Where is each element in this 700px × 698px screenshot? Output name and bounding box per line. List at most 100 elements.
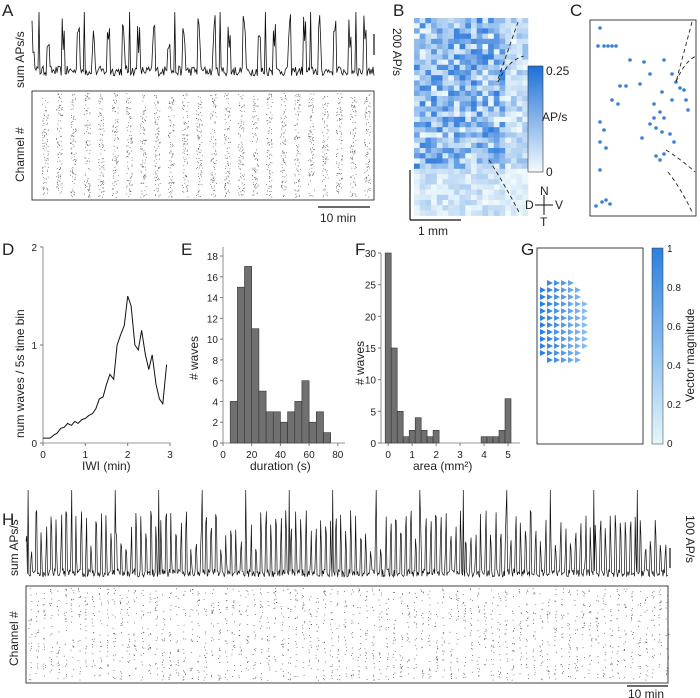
panel-letter-b: B (393, 1, 404, 20)
raster-spike (86, 110, 88, 112)
raster-spike (325, 185, 326, 187)
raster-spike (144, 143, 145, 145)
vector-arrow (575, 336, 581, 342)
raster-spike (158, 139, 159, 141)
raster-spike (303, 638, 305, 640)
raster-spike (518, 606, 520, 608)
heatmap-cell (482, 23, 489, 29)
electrode-dot (628, 58, 632, 62)
heatmap-cell (488, 205, 495, 211)
raster-spike (60, 141, 62, 142)
raster-spike (126, 186, 127, 188)
raster-spike (450, 598, 452, 599)
panel-b-boundary-bottom (488, 159, 521, 215)
raster-spike (331, 612, 333, 614)
heatmap-cell (459, 189, 466, 196)
raster-spike (99, 593, 100, 595)
panel-letter-a: A (2, 1, 14, 20)
raster-spike (161, 664, 163, 666)
raster-spike (78, 597, 80, 598)
raster-spike (134, 655, 135, 656)
raster-spike (131, 165, 133, 167)
raster-spike (214, 121, 216, 123)
raster-spike (197, 192, 199, 193)
raster-spike (409, 613, 410, 615)
raster-spike (229, 110, 230, 112)
raster-spike (327, 116, 329, 118)
raster-spike (366, 599, 368, 601)
raster-spike (238, 166, 240, 168)
raster-spike (253, 154, 255, 156)
raster-spike (512, 637, 514, 639)
raster-spike (563, 615, 565, 616)
raster-spike (52, 665, 54, 667)
raster-spike (149, 647, 151, 649)
raster-spike (576, 647, 578, 648)
raster-spike (134, 601, 136, 602)
raster-spike (73, 105, 74, 107)
raster-spike (182, 130, 184, 131)
raster-spike (322, 156, 324, 158)
raster-spike (92, 644, 93, 645)
raster-spike (267, 99, 269, 100)
raster-spike (229, 126, 230, 128)
raster-spike (252, 678, 254, 679)
raster-spike (210, 117, 212, 118)
raster-spike (310, 139, 311, 141)
raster-spike (255, 184, 257, 186)
raster-spike (161, 639, 163, 641)
heatmap-cell (442, 28, 449, 34)
raster-spike (155, 602, 156, 603)
raster-spike (159, 183, 161, 184)
raster-spike (162, 629, 164, 630)
raster-spike (183, 105, 185, 107)
raster-spike (99, 112, 101, 114)
heatmap-cell (476, 59, 483, 66)
raster-spike (526, 638, 527, 640)
raster-spike (113, 601, 115, 603)
raster-spike (157, 123, 158, 125)
raster-spike (317, 669, 319, 671)
raster-spike (89, 153, 91, 154)
raster-spike (326, 192, 328, 194)
raster-spike (337, 640, 339, 642)
raster-spike (66, 674, 67, 675)
raster-spike (428, 677, 430, 679)
raster-spike (215, 160, 217, 161)
raster-spike (358, 666, 360, 667)
raster-spike (156, 140, 158, 142)
heatmap-cell (448, 142, 455, 149)
raster-spike (358, 677, 360, 678)
raster-spike (198, 95, 199, 97)
heatmap-cell (471, 85, 477, 92)
vector-arrow (547, 350, 553, 356)
raster-spike (324, 111, 326, 113)
raster-spike (149, 648, 151, 649)
raster-spike (369, 126, 371, 127)
raster-spike (520, 612, 522, 614)
raster-spike (324, 96, 326, 97)
raster-spike (169, 106, 171, 107)
raster-spike (378, 589, 380, 591)
raster-spike (85, 158, 87, 159)
heatmap-cell (516, 184, 523, 190)
raster-spike (85, 98, 87, 99)
raster-spike (327, 159, 329, 161)
raster-spike (170, 653, 171, 654)
heatmap-cell (436, 194, 443, 201)
raster-spike (255, 662, 257, 664)
raster-spike (30, 662, 32, 664)
raster-spike (156, 136, 158, 137)
raster-spike (184, 179, 186, 181)
raster-spike (393, 592, 394, 593)
raster-spike (234, 670, 235, 671)
raster-spike (297, 170, 298, 171)
raster-spike (186, 161, 188, 163)
heatmap-cell (414, 210, 420, 216)
raster-spike (130, 191, 132, 192)
raster-spike (211, 171, 213, 173)
raster-spike (198, 190, 200, 192)
raster-spike (186, 188, 188, 190)
panel-b-colorbar-tick-max: 0.25 (546, 64, 570, 78)
raster-spike (253, 107, 255, 109)
